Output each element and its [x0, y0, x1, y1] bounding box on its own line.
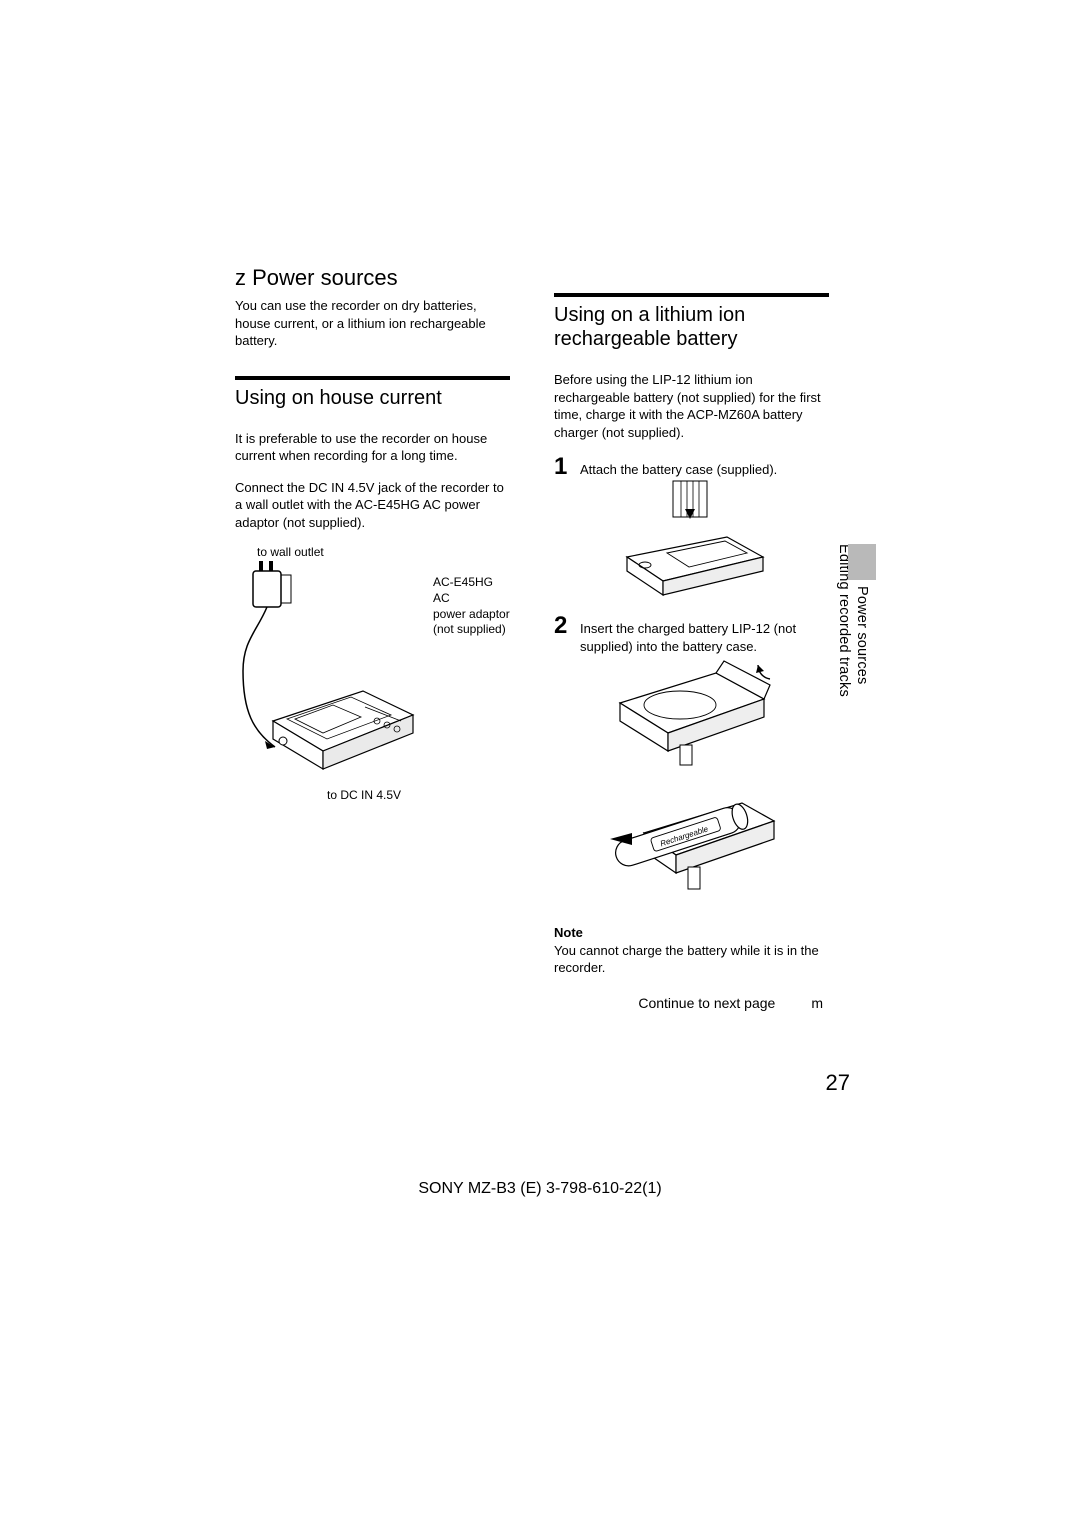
figure-insert-battery: Rechargeable	[554, 655, 829, 910]
side-tab-line2: Power sources	[854, 586, 870, 685]
chapter-name: Power sources	[252, 265, 398, 290]
step-number: 1	[554, 455, 580, 479]
section-rule	[235, 376, 510, 380]
step-1: 1 Attach the battery case (supplied).	[554, 455, 829, 479]
section-heading-lithium: Using on a lithium ion rechargeable batt…	[554, 303, 829, 351]
two-column-layout: z Power sources You can use the recorder…	[235, 265, 865, 1011]
step-text: Attach the battery case (supplied).	[580, 455, 777, 479]
house-para-1: It is preferable to use the recorder on …	[235, 430, 510, 465]
note-label: Note	[554, 924, 829, 942]
continue-text: Continue to next page	[638, 995, 775, 1011]
page-number: 27	[826, 1070, 850, 1096]
manual-page: z Power sources You can use the recorder…	[0, 0, 1080, 1528]
label-to-wall-outlet: to wall outlet	[257, 545, 510, 559]
label-ac-adaptor-line3: (not supplied)	[433, 622, 510, 638]
chapter-prefix: z	[235, 265, 246, 290]
step-text: Insert the charged battery LIP-12 (not s…	[580, 614, 829, 655]
side-tab-marker	[848, 544, 876, 580]
section-rule	[554, 293, 829, 297]
figure-house-current: to wall outlet	[235, 545, 510, 802]
lithium-para: Before using the LIP-12 lithium ion rech…	[554, 371, 829, 441]
label-to-dc-in: to DC IN 4.5V	[327, 788, 510, 802]
continue-arrow-glyph: m	[811, 995, 823, 1011]
note-block: Note You cannot charge the battery while…	[554, 924, 829, 977]
label-ac-adaptor-line1: AC-E45HG AC	[433, 575, 510, 606]
step-2: 2 Insert the charged battery LIP-12 (not…	[554, 614, 829, 655]
note-text: You cannot charge the battery while it i…	[554, 942, 829, 977]
step-number: 2	[554, 614, 580, 638]
label-ac-adaptor-line2: power adaptor	[433, 607, 510, 623]
chapter-intro: You can use the recorder on dry batterie…	[235, 297, 510, 350]
footer-text: SONY MZ-B3 (E) 3-798-610-22(1)	[0, 1180, 1080, 1198]
figure-attach-case	[554, 479, 829, 604]
left-column: z Power sources You can use the recorder…	[235, 265, 510, 1011]
side-tab: Editing recorded tracks Power sources	[836, 544, 876, 697]
house-para-2: Connect the DC IN 4.5V jack of the recor…	[235, 479, 510, 532]
section-heading-house: Using on house current	[235, 386, 510, 410]
label-ac-adaptor: AC-E45HG AC power adaptor (not supplied)	[433, 575, 510, 637]
right-column: Using on a lithium ion rechargeable batt…	[554, 265, 829, 1011]
ac-adaptor-diagram	[235, 561, 425, 784]
continue-row: Continue to next page m	[554, 995, 829, 1011]
chapter-title: z Power sources	[235, 265, 510, 291]
